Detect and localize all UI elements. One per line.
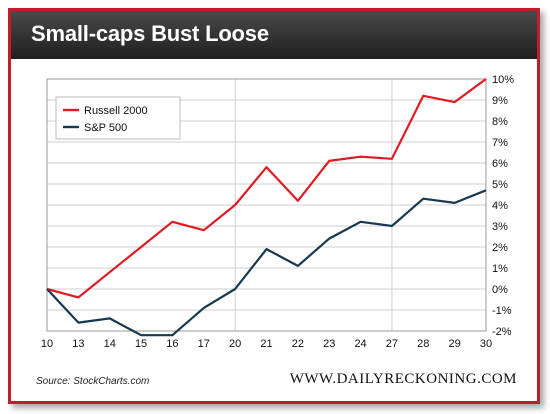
chart-frame: Small-caps Bust Loose 10% 9% 8% 7% 6% 5% 4% 3% 2… [8,8,540,404]
y-tick-label: -1% [492,305,512,317]
y-tick-label: 3% [492,221,508,233]
x-tick-label: 24 [354,338,366,350]
y-tick-label: -2% [492,326,512,338]
x-tick-label: 21 [260,338,272,350]
x-tick-label: 27 [386,338,398,350]
y-tick-label: 9% [492,95,508,107]
x-tick-label: 16 [166,338,178,350]
series-line-sp-500 [46,189,487,337]
legend-label: Russell 2000 [84,105,148,117]
y-tick-label: 4% [492,200,508,212]
title-bar: Small-caps Bust Loose [11,11,537,59]
x-tick-label: 14 [104,338,116,350]
y-tick-label: 7% [492,137,508,149]
source-note: Source: StockCharts.com [36,376,150,387]
brand-url: WWW.DAILYRECKONING.COM [289,371,517,387]
y-tick-label: 8% [492,116,508,128]
x-tick-label: 20 [229,338,241,350]
chart-title: Small-caps Bust Loose [31,21,269,46]
y-tick-label: 0% [492,284,508,296]
line-chart: 10% 9% 8% 7% 6% 5% 4% 3% 2% 1% 0% -1% -2% 10 13 14 15 16 1… [41,74,514,350]
x-tick-label: 30 [480,338,492,350]
x-tick-label: 15 [135,338,147,350]
plot-border [46,78,487,332]
y-tick-label: 10% [492,74,514,86]
series-line-russell-2000 [46,78,487,299]
x-tick-label: 10 [41,338,53,350]
y-tick-label: 5% [492,179,508,191]
x-tick-label: 17 [198,338,210,350]
legend-box [55,96,181,140]
y-tick-label: 2% [492,242,508,254]
legend-label: S&P 500 [84,122,127,134]
x-tick-label: 22 [292,338,304,350]
x-tick-label: 23 [323,338,335,350]
x-tick-label: 29 [449,338,461,350]
y-tick-label: 6% [492,158,508,170]
x-tick-label: 13 [72,338,84,350]
x-tick-label: 28 [417,338,429,350]
y-tick-label: 1% [492,263,508,275]
